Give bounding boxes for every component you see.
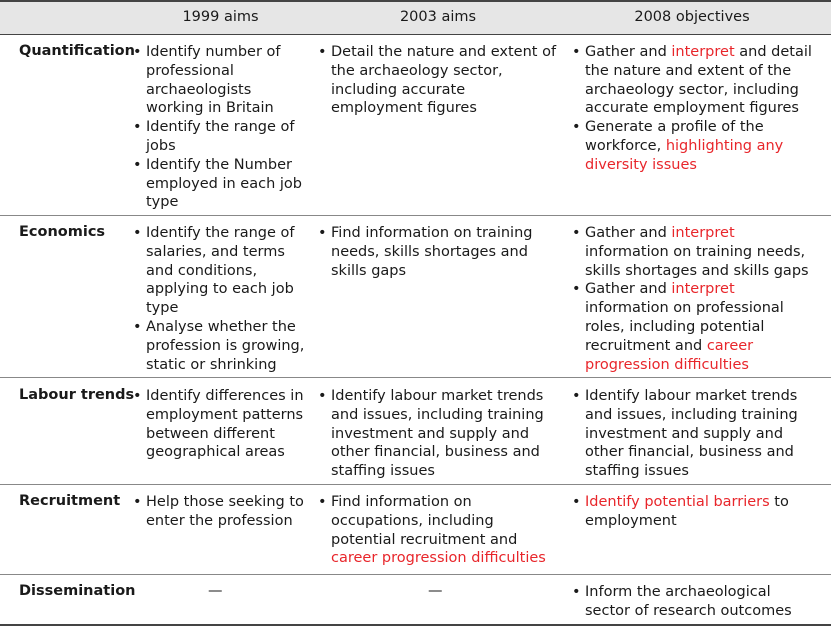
cell-dissemination-1999-empty: — (208, 583, 223, 599)
list-item: Gather and interpret information on trai… (567, 224, 819, 280)
cell-recruitment-2003: Find information on occupations, includi… (313, 493, 561, 568)
bullet-list: Identify potential barriers to employmen… (567, 493, 819, 531)
list-item: Identify the range of jobs (128, 118, 306, 156)
list-item: Identify labour market trends and issues… (313, 387, 558, 481)
highlighted-text: interpret (671, 44, 735, 60)
text-segment: Generate a profile of the workforce, (585, 119, 764, 154)
row-label-dissemination: Dissemination (19, 583, 136, 599)
cell-labour-1999: Identify differences in employment patte… (128, 387, 306, 462)
list-item: Inform the archaeological sector of rese… (567, 583, 819, 621)
bullet-list: Gather and interpret and detail the natu… (567, 43, 819, 175)
text-segment: Identify number of professional archaeol… (146, 44, 281, 117)
list-item: Generate a profile of the workforce, hig… (567, 118, 819, 174)
bullet-list: Find information on occupations, includi… (313, 493, 561, 568)
row-rule (0, 574, 831, 575)
bullet-list: Help those seeking to enter the professi… (128, 493, 306, 531)
text-segment: Help those seeking to enter the professi… (146, 494, 304, 529)
header-2008: 2008 objectives (634, 9, 750, 25)
highlighted-text: career progression difficulties (331, 550, 546, 567)
text-segment: Find information on training needs, skil… (331, 225, 533, 279)
list-item: Gather and interpret and detail the natu… (567, 43, 819, 118)
cell-quantification-1999: Identify number of professional archaeol… (128, 43, 306, 212)
row-rule (0, 215, 831, 216)
cell-quantification-2008: Gather and interpret and detail the natu… (567, 43, 819, 175)
list-item: Identify labour market trends and issues… (567, 387, 819, 481)
bullet-list: Find information on training needs, skil… (313, 224, 558, 280)
list-item: Identify differences in employment patte… (128, 387, 306, 462)
text-segment: and detail the nature and extent of the … (585, 44, 812, 117)
cell-dissemination-2003-empty: — (428, 583, 443, 599)
list-item: Detail the nature and extent of the arch… (313, 43, 558, 118)
text-segment: Gather and (585, 225, 672, 241)
text-segment: Identify labour market trends and issues… (585, 388, 798, 480)
header-rule (0, 34, 831, 35)
bottom-rule (0, 624, 831, 626)
text-segment: Detail the nature and extent of the arch… (331, 44, 557, 117)
bullet-list: Gather and interpret information on trai… (567, 224, 819, 374)
cell-labour-2008: Identify labour market trends and issues… (567, 387, 819, 481)
text-segment: Identify the range of jobs (146, 119, 295, 154)
text-segment: Identify the Number employed in each job… (146, 156, 302, 211)
text-segment: Analyse whether the profession is growin… (146, 318, 305, 373)
list-item: Identify the Number employed in each job… (128, 156, 306, 212)
highlighted-text: Identify potential barriers (585, 494, 770, 510)
list-item: Gather and interpret information on prof… (567, 280, 819, 374)
text-segment: information on professional roles, inclu… (585, 300, 784, 354)
list-item: Identify the range of salaries, and term… (128, 224, 306, 318)
list-item: Find information on training needs, skil… (313, 224, 558, 280)
list-item: Identify potential barriers to employmen… (567, 493, 819, 531)
list-item: Find information on occupations, includi… (313, 493, 561, 568)
row-label-recruitment: Recruitment (19, 493, 121, 509)
bullet-list: Identify number of professional archaeol… (128, 43, 306, 212)
text-segment: Inform the archaeological sector of rese… (585, 584, 792, 619)
row-rule (0, 377, 831, 378)
row-label-labour-trends: Labour trends (19, 387, 135, 403)
text-segment: Identify the range of salaries, and term… (146, 225, 295, 317)
cell-labour-2003: Identify labour market trends and issues… (313, 387, 558, 481)
text-segment: Find information on occupations, includi… (331, 494, 518, 548)
cell-economics-2003: Find information on training needs, skil… (313, 224, 558, 280)
cell-recruitment-2008: Identify potential barriers to employmen… (567, 493, 819, 531)
header-2003: 2003 aims (399, 9, 477, 25)
bullet-list: Inform the archaeological sector of rese… (567, 583, 819, 621)
highlighted-text: career progression difficulties (585, 337, 754, 373)
list-item: Identify number of professional archaeol… (128, 43, 306, 118)
text-segment: to employment (585, 494, 789, 529)
cell-quantification-2003: Detail the nature and extent of the arch… (313, 43, 558, 118)
row-label-economics: Economics (19, 224, 106, 240)
header-1999: 1999 aims (182, 9, 259, 25)
bullet-list: Identify labour market trends and issues… (313, 387, 558, 481)
bullet-list: Identify labour market trends and issues… (567, 387, 819, 481)
cell-dissemination-2008: Inform the archaeological sector of rese… (567, 583, 819, 621)
list-item: Analyse whether the profession is growin… (128, 318, 306, 374)
highlighted-text: highlighting any diversity issues (585, 137, 784, 173)
highlighted-text: interpret (671, 281, 735, 298)
row-rule (0, 484, 831, 485)
table-header (0, 0, 831, 34)
top-rule (0, 0, 831, 2)
text-segment: Identify differences in employment patte… (146, 388, 304, 461)
bullet-list: Identify the range of salaries, and term… (128, 224, 306, 374)
text-segment: Gather and (585, 281, 672, 298)
text-segment: Gather and (585, 44, 672, 60)
text-segment: Identify labour market trends and issues… (331, 388, 544, 480)
row-label-quantification: Quantification (19, 43, 135, 59)
bullet-list: Identify differences in employment patte… (128, 387, 306, 462)
cell-recruitment-1999: Help those seeking to enter the professi… (128, 493, 306, 531)
text-segment: information on training needs, skills sh… (585, 243, 809, 279)
list-item: Help those seeking to enter the professi… (128, 493, 306, 531)
cell-economics-2008: Gather and interpret information on trai… (567, 224, 819, 374)
bullet-list: Detail the nature and extent of the arch… (313, 43, 558, 118)
highlighted-text: interpret (671, 225, 735, 241)
cell-economics-1999: Identify the range of salaries, and term… (128, 224, 306, 374)
